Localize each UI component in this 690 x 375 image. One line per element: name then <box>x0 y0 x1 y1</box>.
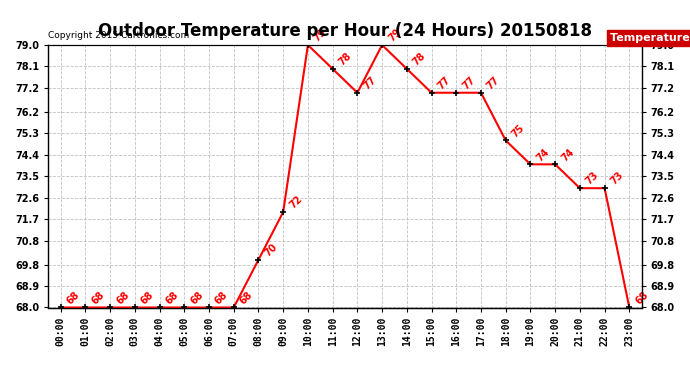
Text: 74: 74 <box>535 146 551 163</box>
Text: 72: 72 <box>287 194 304 211</box>
Text: 68: 68 <box>139 290 156 306</box>
Text: 68: 68 <box>115 290 131 306</box>
Text: Outdoor Temperature per Hour (24 Hours) 20150818: Outdoor Temperature per Hour (24 Hours) … <box>98 22 592 40</box>
Text: 68: 68 <box>238 290 255 306</box>
Text: 77: 77 <box>362 75 378 92</box>
Text: 77: 77 <box>435 75 453 92</box>
Text: 74: 74 <box>560 146 576 163</box>
Text: Copyright 2015 Cartronics.com: Copyright 2015 Cartronics.com <box>48 31 190 40</box>
Text: 68: 68 <box>65 290 81 306</box>
Text: 75: 75 <box>510 123 526 139</box>
Text: 68: 68 <box>633 290 650 306</box>
Text: 68: 68 <box>188 290 205 306</box>
Text: 77: 77 <box>460 75 477 92</box>
Text: 79: 79 <box>386 27 403 44</box>
Text: 70: 70 <box>263 242 279 258</box>
Text: 79: 79 <box>312 27 328 44</box>
Text: 68: 68 <box>164 290 180 306</box>
Text: 77: 77 <box>485 75 502 92</box>
Text: 73: 73 <box>584 170 601 187</box>
Text: 78: 78 <box>337 51 353 68</box>
Text: 73: 73 <box>609 170 625 187</box>
Text: Temperature  (°F): Temperature (°F) <box>611 33 690 43</box>
Text: 68: 68 <box>90 290 106 306</box>
Text: 78: 78 <box>411 51 428 68</box>
Text: 68: 68 <box>213 290 230 306</box>
